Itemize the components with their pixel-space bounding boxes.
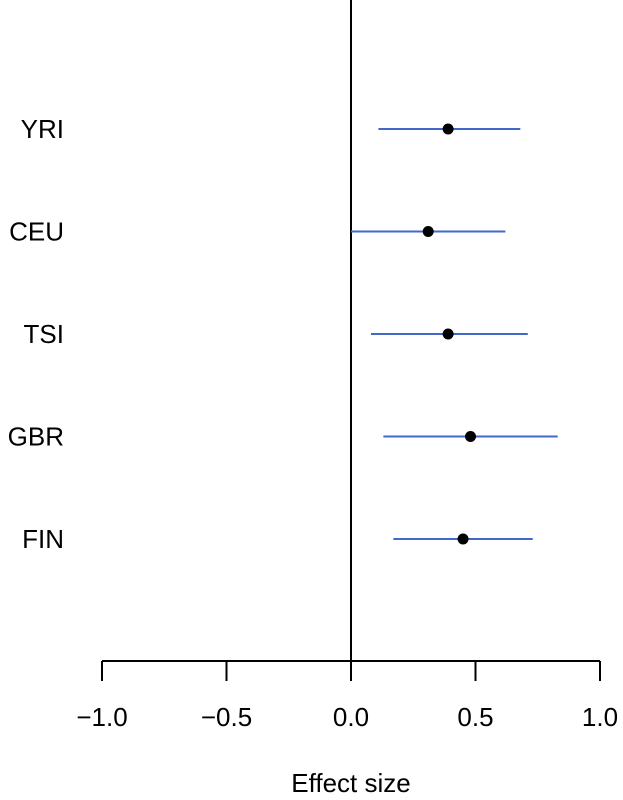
category-label-fin: FIN [22,524,64,554]
x-axis-title: Effect size [291,768,410,798]
point-estimate-fin [457,533,469,545]
category-label-tsi: TSI [24,319,64,349]
point-estimate-gbr [465,431,477,442]
x-tick-label-0: −1.0 [76,702,127,732]
category-label-layer: YRI CEU TSI GBR FIN [8,114,64,554]
x-axis: −1.0 −0.5 0.0 0.5 1.0 [76,660,618,732]
point-estimate-ceu [422,226,434,237]
category-label-ceu: CEU [9,217,64,247]
x-tick-label-4: 1.0 [582,702,618,732]
category-label-yri: YRI [21,114,64,144]
x-tick-label-2: 0.0 [333,702,369,732]
point-estimate-yri [442,123,454,135]
x-tick-label-1: −0.5 [201,702,252,732]
series-layer [351,123,558,545]
category-label-gbr: GBR [8,422,64,452]
point-estimate-tsi [442,328,454,340]
x-tick-label-3: 0.5 [457,702,493,732]
